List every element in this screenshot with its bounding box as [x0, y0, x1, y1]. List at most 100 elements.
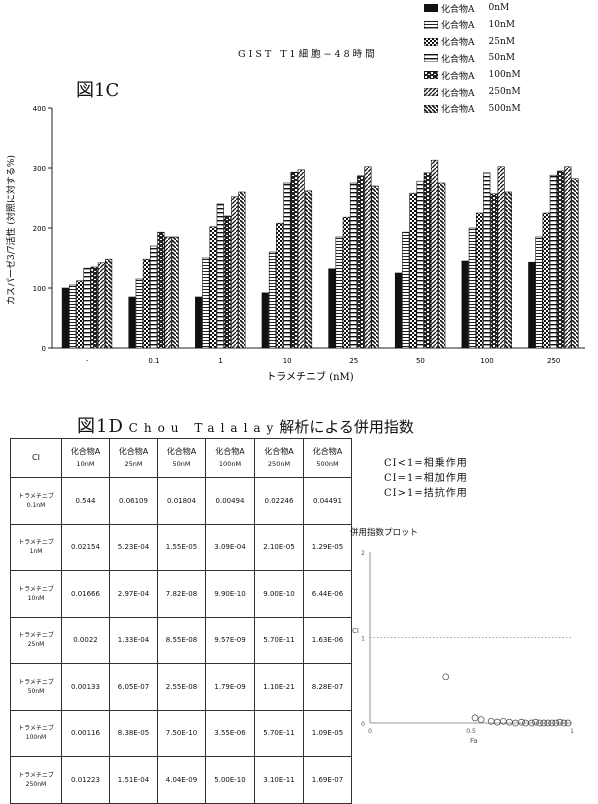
- table-cell: 5.23E-04: [109, 523, 158, 571]
- bar-50nM-50: [416, 180, 424, 349]
- bar-250nM-250: [564, 166, 572, 349]
- ci-legend-additive: CI=1=相加作用: [384, 473, 468, 484]
- chart-y-tick-label: 0: [42, 345, 46, 353]
- bar-100nM-250: [556, 170, 565, 349]
- table-cell: 0.00116: [61, 709, 110, 757]
- plot-point: [532, 718, 539, 726]
- bar-500nM-10: [304, 190, 313, 349]
- table-row: トラメチニブ 100nM 0.00116 8.38E-05 7.50E-10 3.55E-…: [10, 709, 352, 757]
- table-cell: 1.10E-21: [254, 663, 304, 711]
- bar-250nM-0.1: [164, 236, 172, 349]
- legend-entry: 化合物A 50nM: [424, 51, 515, 65]
- bar-500nM-50: [438, 182, 446, 349]
- bar-10nM-50: [402, 231, 410, 349]
- legend-swatch: [424, 71, 438, 80]
- bar-500nM-25: [371, 185, 379, 349]
- bar-25nM-50: [409, 192, 417, 349]
- bar-100nM-50: [423, 172, 431, 349]
- bar-25nM-10: [276, 222, 284, 349]
- bar-0nM-1: [195, 296, 203, 349]
- bar-25nM-1: [209, 226, 217, 349]
- bar-0nM-10: [261, 292, 269, 349]
- table-column-header: 化合物A 10nM: [61, 438, 110, 478]
- table-cell: 2.97E-04: [109, 570, 158, 618]
- plot-point: [477, 716, 485, 723]
- legend-entry: 化合物A 250nM: [424, 85, 521, 99]
- bar-500nM--: [105, 258, 113, 349]
- plot-y-tick-label: 1: [361, 636, 365, 643]
- plot-point: [540, 719, 548, 727]
- table-cell: 1.51E-04: [109, 756, 158, 804]
- table-row-header: トラメチニブ 100nM: [10, 709, 62, 757]
- table-row-header: トラメチニブ 10nM: [10, 570, 62, 618]
- table-cell: 3.09E-04: [205, 523, 255, 571]
- bar-50nM-0.1: [150, 245, 158, 349]
- caspase-bar-chart: 0 100 200 300 400 - 0.1 1 10 25 50 100 250 トラメチニブ (n…: [5, 105, 585, 383]
- table-cell: 8.55E-08: [157, 616, 206, 664]
- table-row-header: トラメチニブ 250nM: [10, 756, 62, 804]
- row-conc: 50nM: [27, 687, 45, 695]
- table-row: トラメチニブ 50nM 0.00133 6.05E-07 2.55E-08 1.79E-0…: [10, 663, 352, 711]
- bar-10nM--: [69, 284, 77, 349]
- legend-swatch: [424, 20, 438, 29]
- ci-legend-antagonism: CI>1=拮抗作用: [384, 488, 468, 499]
- chart-y-axis-label: カスパーゼ3/7活性 (対照に対する%): [5, 155, 17, 305]
- plot-point: [552, 719, 560, 727]
- plot-point: [556, 718, 564, 726]
- plot-point: [564, 719, 572, 727]
- bar-25nM-250: [542, 212, 550, 349]
- bar-25nM-100: [475, 212, 484, 349]
- bar-0nM-0.1: [128, 296, 136, 349]
- table-row: トラメチニブ 25nM 0.0022 1.33E-04 8.55E-08 9.57E-09…: [10, 616, 352, 664]
- table-cell: 0.01666: [61, 570, 110, 618]
- table-cell: 5.70E-11: [254, 709, 304, 757]
- chart-x-tick-label: -: [86, 357, 89, 365]
- bar-0nM-25: [328, 268, 336, 349]
- table-cell: 6.44E-06: [303, 570, 352, 618]
- bar-250nM-100: [497, 166, 505, 349]
- plot-x-tick-label: 1: [570, 728, 574, 735]
- legend-entry: 化合物A 500nM: [424, 102, 521, 116]
- table-cell: 0.02246: [254, 477, 304, 525]
- bar-500nM-250: [571, 178, 579, 349]
- table-row: トラメチニブ 10nM 0.01666 2.97E-04 7.82E-08 9.90E-1…: [10, 570, 352, 618]
- chart-x-tick-label: 100: [480, 357, 493, 365]
- row-drug: トラメチニブ: [18, 585, 54, 593]
- plot-y-tick-label: 2: [361, 550, 365, 557]
- bar-10nM-100: [468, 227, 476, 349]
- table-cell: 7.82E-08: [157, 570, 206, 618]
- legend-entry: 化合物A 0nM: [424, 1, 509, 15]
- table-row-header: トラメチニブ 1nM: [10, 523, 62, 571]
- bar-500nM-100: [504, 191, 512, 349]
- plot-point: [560, 719, 568, 727]
- bar-10nM-0.1: [135, 278, 143, 349]
- table-cell: 0.01804: [157, 477, 206, 525]
- figure-1d-label: 図1D: [77, 416, 124, 437]
- chart-x-tick-label: 250: [547, 357, 560, 365]
- chart-x-tick-label: 50: [416, 357, 425, 365]
- legend-series-name: 化合物A: [441, 105, 475, 116]
- bar-10nM-25: [335, 236, 343, 349]
- bar-250nM-50: [430, 159, 439, 349]
- table-cell: 0.02154: [61, 523, 110, 571]
- row-drug: トラメチニブ: [18, 539, 54, 547]
- legend-series-name: 化合物A: [441, 54, 475, 65]
- legend-entry: 化合物A 10nM: [424, 18, 515, 32]
- table-cell: 1.55E-05: [157, 523, 206, 571]
- table-cell: 2.10E-05: [254, 523, 304, 571]
- plot-point: [544, 719, 552, 727]
- chart-y-tick-label: 400: [33, 105, 46, 113]
- row-drug: トラメチニブ: [18, 632, 54, 640]
- legend-series-conc: 25nM: [488, 36, 515, 47]
- table-cell: 3.10E-11: [254, 756, 304, 804]
- table-cell: 0.06109: [109, 477, 158, 525]
- plot-point: [506, 718, 513, 726]
- bar-50nM-10: [283, 182, 291, 349]
- table-cell: 2.55E-08: [157, 663, 206, 711]
- bar-50nM-1: [216, 203, 224, 349]
- bar-0nM-250: [528, 261, 536, 349]
- bar-25nM-0.1: [142, 258, 151, 349]
- table-cell: 1.63E-06: [303, 616, 352, 664]
- bar-100nM-25: [357, 175, 365, 349]
- table-cell: 0.04491: [303, 477, 352, 525]
